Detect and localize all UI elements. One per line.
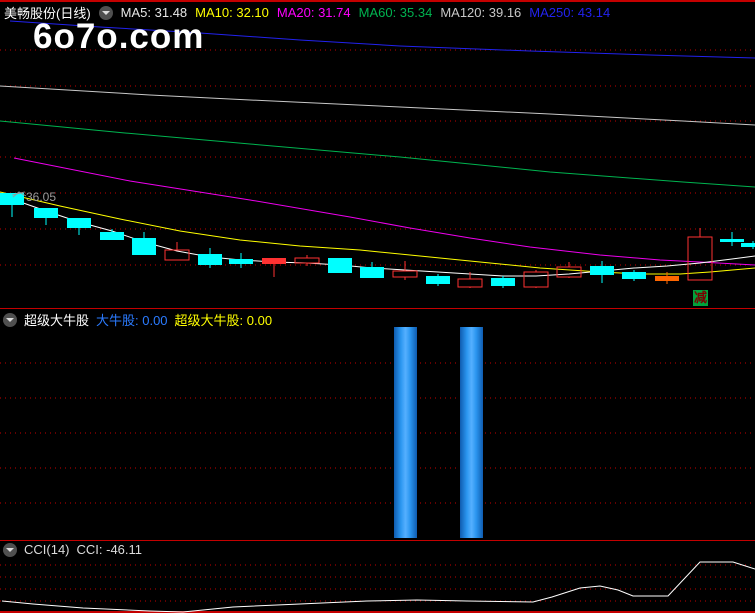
candle-body-down (622, 272, 646, 279)
signal-bar (394, 327, 417, 538)
ma-line-ma60 (0, 120, 755, 188)
candle-body-up_solid (262, 258, 286, 264)
reduce-holdings-badge: 减 (693, 290, 708, 306)
chevron-down-icon[interactable] (3, 312, 17, 327)
ma-line-ma20 (13, 157, 755, 266)
panel2-indicator2: 超级大牛股: 0.00 (174, 313, 273, 328)
candle-body-down (720, 239, 744, 242)
chevron-down-icon[interactable] (3, 542, 17, 557)
ma250-legend: MA250: 43.14 (529, 5, 611, 20)
candle-body-up (392, 270, 418, 278)
candle-body-up (556, 266, 582, 278)
chevron-down-icon[interactable] (98, 5, 113, 20)
candle-body-up (457, 278, 483, 288)
signal-bar (460, 327, 483, 538)
ma10-legend: MA10: 32.10 (195, 5, 269, 20)
candle-body-up (687, 236, 713, 281)
candle-body-down (0, 193, 24, 205)
candle-body-down (100, 232, 124, 240)
ma5-legend: MA5: 31.48 (120, 5, 188, 20)
cci-value: CCI: -46.11 (76, 542, 143, 557)
bottom-border-line (0, 611, 755, 613)
top-border-line (0, 0, 755, 2)
ma-line-ma120 (0, 85, 755, 126)
candle-body-down (67, 218, 91, 228)
watermark: 6o7o.com (33, 17, 205, 56)
candle-body-down (34, 208, 58, 218)
ma-line-ma250 (9, 20, 755, 59)
candle-body-up (164, 249, 190, 261)
candle-body-up (523, 271, 549, 288)
ma20-legend: MA20: 31.74 (276, 5, 351, 20)
candle-body-down (741, 243, 755, 247)
ma60-legend: MA60: 35.34 (358, 5, 433, 20)
candle-body-down (491, 278, 515, 286)
candle-body-up (294, 257, 320, 264)
main-chart-header: 美畅股份(日线) MA5: 31.48 MA10: 32.10 MA20: 31… (4, 3, 610, 22)
candle-body-down (328, 258, 352, 273)
panel-separator (0, 540, 755, 541)
candle-body-down (426, 276, 450, 284)
candle-body-down (229, 259, 253, 264)
cci-header: CCI(14) CCI: -46.11 (3, 542, 142, 557)
candle-body-down (360, 267, 384, 278)
candle-body-down (590, 266, 614, 275)
ma120-legend: MA120: 39.16 (440, 5, 522, 20)
panel2-title: 超级大牛股 (24, 313, 90, 328)
panel2-indicator1: 大牛股: 0.00 (96, 313, 168, 328)
stock-title: 美畅股份(日线) (4, 6, 91, 21)
panel2-header: 超级大牛股 大牛股: 0.00 超级大牛股: 0.00 (3, 310, 272, 329)
cci-line (1, 561, 755, 613)
candle-body-up_orange (655, 276, 679, 281)
price-label: 36.05 (26, 190, 57, 204)
candle-body-down (198, 254, 222, 265)
candle-body-down (132, 238, 156, 255)
panel-separator (0, 308, 755, 309)
cci-title: CCI(14) (24, 542, 70, 557)
